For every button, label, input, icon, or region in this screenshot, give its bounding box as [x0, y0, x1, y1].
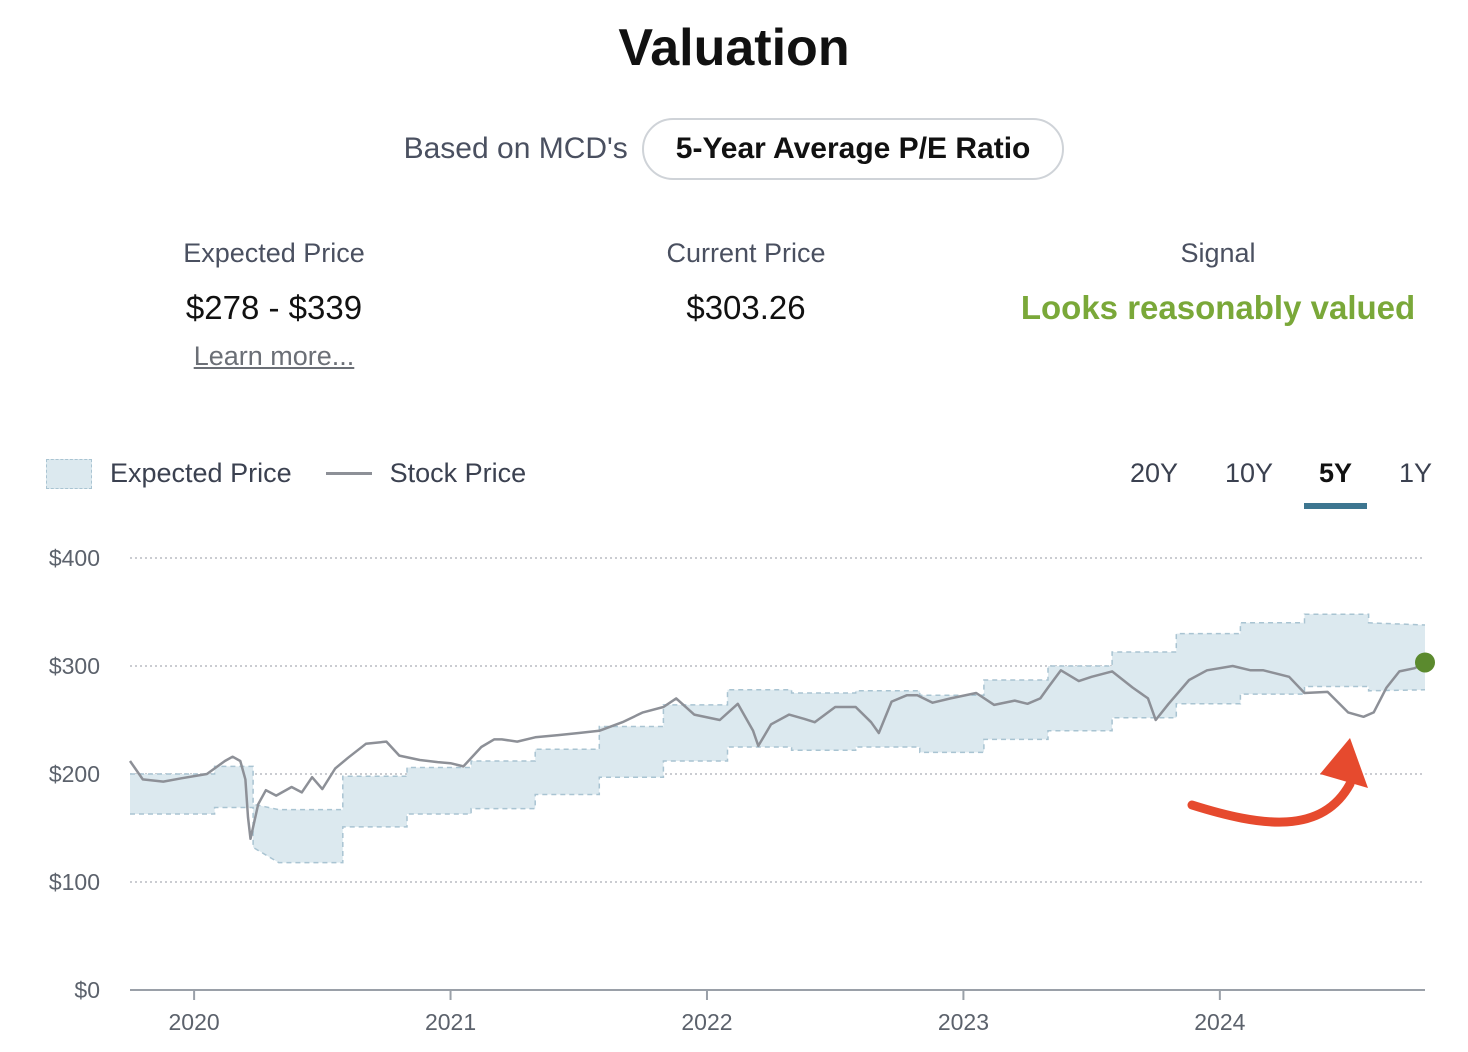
- y-tick-label: $300: [49, 653, 100, 679]
- stock-price-swatch: [325, 472, 372, 475]
- x-tick-label: 2020: [169, 1009, 220, 1035]
- stock-price-line: [128, 661, 1426, 841]
- valuation-basis: Based on MCD's 5-Year Average P/E Ratio: [0, 118, 1468, 180]
- valuation-method-selector[interactable]: 5-Year Average P/E Ratio: [641, 118, 1065, 180]
- signal-label: Signal: [1180, 238, 1256, 268]
- valuation-chart: $0 $100 $200 $300 $400 2020 2021 2022 2023 2024: [49, 545, 1435, 1035]
- expected-price-label: Expected Price: [183, 238, 365, 268]
- expected-price-value: $278 - $339: [185, 289, 363, 326]
- x-tick-label: 2022: [681, 1009, 732, 1035]
- y-tick-label: $100: [49, 869, 100, 895]
- annotation-arrow: [1187, 779, 1355, 827]
- legend-expected-price: Expected Price: [110, 458, 292, 488]
- tab-20y[interactable]: 20Y: [1130, 458, 1179, 488]
- time-range-tabs: 20Y 10Y 5Y 1Y: [1110, 458, 1450, 514]
- current-price-marker: [1415, 652, 1435, 673]
- tab-1y[interactable]: 1Y: [1399, 458, 1433, 488]
- y-tick-label: $400: [49, 545, 100, 571]
- annotation-arrow-head: [1320, 738, 1368, 788]
- current-price-label: Current Price: [666, 238, 826, 268]
- x-tick-label: 2023: [938, 1009, 989, 1035]
- current-price-value: $303.26: [686, 289, 806, 326]
- basis-label: Based on MCD's: [403, 132, 628, 165]
- learn-more-link[interactable]: Learn more...: [193, 341, 355, 371]
- expected-price-upper-edge: [130, 613, 1426, 811]
- chart-legend: Expected Price Stock Price: [46, 458, 526, 489]
- y-tick-label: $200: [49, 761, 100, 787]
- tab-5y[interactable]: 5Y: [1304, 458, 1367, 509]
- expected-price-swatch: [46, 458, 92, 489]
- legend-stock-price: Stock Price: [389, 458, 527, 488]
- expected-price-band: [130, 614, 1425, 863]
- x-tick-label: 2021: [425, 1009, 476, 1035]
- signal-stat: Signal Looks reasonably valued: [988, 238, 1448, 327]
- expected-price-stat: Expected Price $278 - $339 Learn more...: [124, 238, 424, 372]
- current-price-stat: Current Price $303.26: [596, 238, 896, 327]
- y-tick-label: $0: [74, 977, 100, 1003]
- page-title: Valuation: [618, 19, 850, 77]
- tab-10y[interactable]: 10Y: [1225, 458, 1274, 488]
- x-tick-label: 2024: [1194, 1009, 1245, 1035]
- signal-value: Looks reasonably valued: [1020, 289, 1416, 326]
